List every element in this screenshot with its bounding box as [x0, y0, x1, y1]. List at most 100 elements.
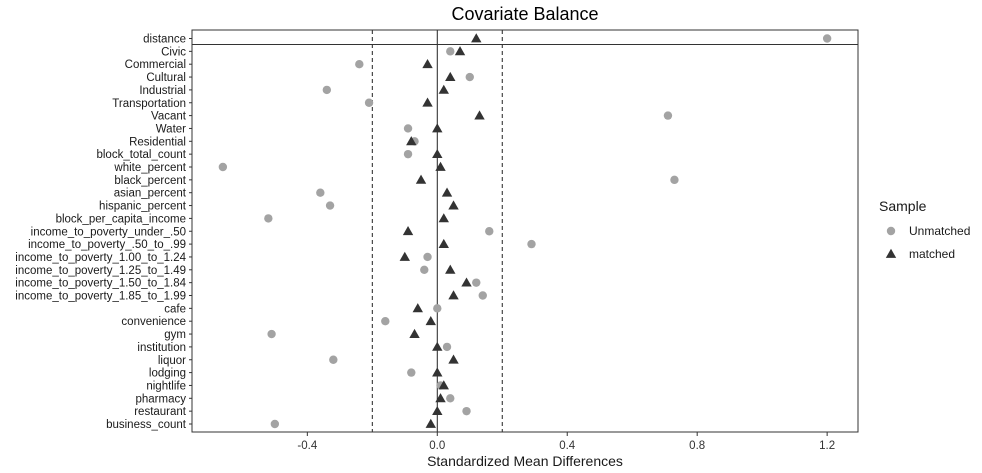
unmatched-point: [670, 175, 679, 185]
y-tick-label: hispanic_percent: [99, 201, 187, 213]
matched-point: [409, 328, 420, 338]
y-tick-label: Vacant: [151, 111, 187, 123]
matched-point: [425, 316, 436, 326]
y-tick-label: institution: [137, 342, 186, 354]
matched-point: [448, 290, 459, 300]
x-tick-label: 0.4: [559, 440, 576, 452]
legend-title: Sample: [879, 198, 927, 214]
y-tick-label: income_to_poverty_1.85_to_1.99: [15, 291, 186, 303]
y-tick-label: block_total_count: [96, 149, 186, 161]
y-tick-label: pharmacy: [136, 393, 187, 405]
y-tick-label: distance: [143, 34, 186, 46]
y-axis-labels: distanceCivicCommercialCulturalIndustria…: [15, 34, 192, 431]
unmatched-point: [663, 111, 673, 120]
y-tick-label: income_to_poverty_1.25_to_1.49: [15, 265, 186, 277]
unmatched-point: [478, 291, 487, 300]
x-tick-label: 1.2: [819, 440, 835, 452]
y-tick-label: Cultural: [146, 72, 186, 84]
unmatched-point: [264, 214, 273, 223]
unmatched-point: [423, 252, 432, 262]
y-tick-label: Water: [156, 123, 186, 135]
y-tick-label: restaurant: [134, 406, 187, 418]
y-tick-label: Commercial: [125, 59, 186, 71]
y-tick-label: cafe: [164, 303, 186, 315]
matched-point: [435, 393, 446, 403]
y-tick-label: income_to_poverty_.50_to_.99: [28, 239, 186, 251]
matched-point: [448, 200, 459, 210]
matched-point: [412, 303, 423, 313]
unmatched-point: [270, 419, 280, 429]
unmatched-point: [267, 329, 276, 339]
matched-point: [422, 97, 433, 107]
y-tick-label: income_to_poverty_1.50_to_1.84: [15, 278, 186, 290]
unmatched-point: [403, 149, 413, 159]
y-tick-label: Industrial: [139, 85, 186, 97]
unmatched-point: [407, 368, 416, 377]
reference-lines: [371, 30, 503, 432]
matched-point: [425, 418, 436, 428]
unmatched-point: [433, 304, 442, 313]
unmatched-series: [218, 34, 832, 429]
y-tick-label: income_to_poverty_under_.50: [31, 226, 186, 238]
unmatched-point: [316, 188, 325, 197]
unmatched-point: [446, 394, 455, 403]
matched-point: [471, 33, 482, 43]
matched-point: [438, 213, 449, 223]
matched-point: [441, 187, 453, 197]
legend-matched-marker: [885, 248, 897, 258]
x-tick-label: -0.4: [297, 440, 317, 452]
matched-point: [402, 226, 414, 236]
matched-point: [432, 405, 443, 416]
x-axis-title: Standardized Mean Differences: [427, 453, 623, 469]
legend-unmatched-marker: [886, 226, 896, 236]
unmatched-point: [822, 34, 832, 43]
matched-point: [432, 123, 443, 133]
unmatched-point: [218, 162, 228, 172]
unmatched-point: [485, 227, 494, 236]
matched-point: [432, 367, 443, 377]
y-tick-label: Transportation: [112, 98, 186, 110]
y-tick-label: convenience: [121, 316, 186, 328]
unmatched-point: [322, 85, 332, 95]
legend-unmatched-label: Unmatched: [909, 224, 970, 238]
matched-series: [399, 33, 485, 428]
matched-point: [445, 71, 456, 81]
y-tick-label: Civic: [161, 46, 186, 58]
unmatched-point: [329, 355, 338, 364]
unmatched-point: [442, 342, 452, 352]
matched-point: [415, 174, 427, 184]
x-axis: -0.4 0.0 0.4 0.8 1.2: [297, 432, 835, 452]
unmatched-point: [472, 278, 481, 287]
y-tick-label: asian_percent: [114, 188, 187, 200]
legend-matched-label: matched: [909, 247, 955, 261]
unmatched-point: [465, 72, 474, 82]
unmatched-point: [403, 124, 413, 133]
matched-point: [435, 161, 446, 171]
legend: Sample Unmatched matched: [879, 198, 970, 261]
matched-point: [432, 341, 443, 351]
matched-point: [406, 136, 417, 146]
matched-point: [461, 277, 472, 287]
unmatched-point: [325, 201, 335, 210]
matched-point: [448, 354, 459, 364]
matched-point: [422, 59, 433, 69]
y-tick-label: black_percent: [114, 175, 186, 187]
matched-point: [438, 380, 449, 390]
chart-title: Covariate Balance: [451, 4, 598, 24]
y-tick-label: lodging: [149, 368, 186, 380]
plot-panel-border: [191, 29, 859, 433]
unmatched-point: [364, 98, 374, 107]
y-tick-label: income_to_poverty_1.00_to_1.24: [15, 252, 186, 264]
matched-point: [432, 148, 443, 159]
matched-point: [445, 264, 456, 274]
matched-point: [454, 46, 466, 56]
unmatched-point: [355, 59, 364, 69]
unmatched-point: [446, 47, 455, 56]
matched-point: [399, 251, 410, 261]
matched-point: [474, 110, 485, 120]
unmatched-point: [527, 239, 536, 249]
y-tick-label: white_percent: [113, 162, 186, 174]
unmatched-point: [381, 317, 390, 326]
matched-point: [438, 84, 449, 94]
